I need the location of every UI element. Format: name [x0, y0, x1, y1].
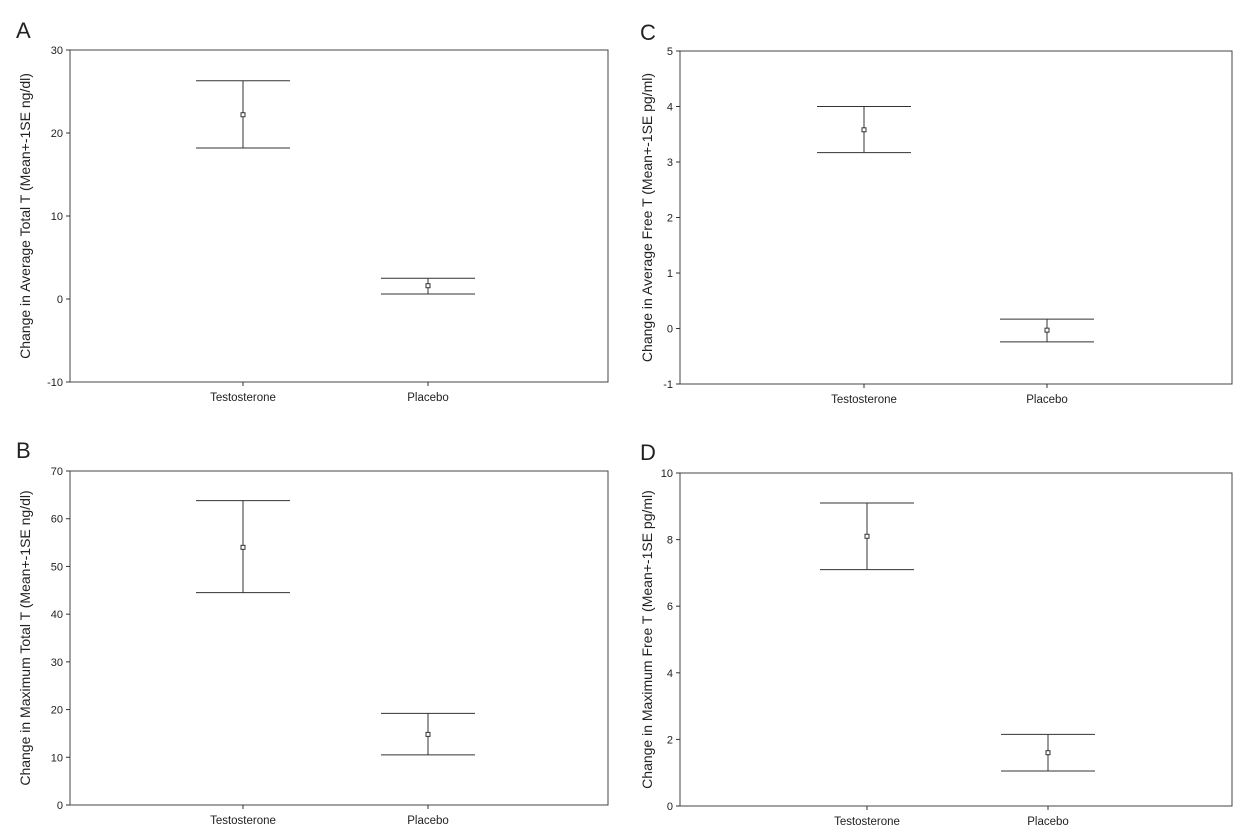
y-tick-label: 60: [51, 514, 63, 526]
errorbar-testosterone: [196, 80, 290, 149]
y-tick-label: 10: [51, 752, 63, 764]
x-category-label: Testosterone: [831, 394, 897, 406]
y-tick-label: 0: [667, 801, 673, 813]
x-category-label: Placebo: [407, 392, 449, 404]
plot-frame: [679, 472, 1233, 807]
mean-point: [1045, 750, 1051, 756]
y-tick-label: 0: [57, 294, 63, 306]
panel-a: A -10 0 10 20 30 Change in Average Total T (Me…: [16, 18, 609, 404]
panel-b: B 0 10 20 30 40 50 60 70 Change in Maximum Total …: [16, 438, 609, 827]
y-tick-label: -10: [47, 377, 63, 389]
mean-point: [240, 112, 246, 118]
y-tick-label: -1: [663, 379, 673, 391]
plot-frame: [69, 49, 609, 383]
x-category-label: Testosterone: [210, 815, 276, 827]
mean-point: [1044, 327, 1050, 333]
y-axis-title: Change in Maximum Free T (Mean+-1SE pg/m…: [639, 490, 655, 789]
panel-letter: A: [16, 18, 31, 43]
y-tick-label: 8: [667, 535, 673, 547]
y-tick-label: 40: [51, 609, 63, 621]
y-axis-title: Change in Average Free T (Mean+-1SE pg/m…: [639, 73, 655, 362]
panel-d: D 0 2 4 6 8 10 Change in Maximum Free T (Mean+-…: [639, 440, 1233, 828]
y-tick-label: 2: [667, 734, 673, 746]
panel-letter: C: [640, 20, 656, 45]
plot-frame: [679, 50, 1233, 385]
errorbar-placebo: [1001, 733, 1095, 772]
y-tick-label: 3: [667, 157, 673, 169]
mean-point: [861, 127, 867, 133]
y-tick-label: 20: [51, 128, 63, 140]
x-category-label: Placebo: [1026, 394, 1068, 406]
y-axis-title: Change in Average Total T (Mean+-1SE ng/…: [17, 73, 33, 359]
y-tick-label: 6: [667, 601, 673, 613]
panel-letter: B: [16, 438, 31, 463]
x-category-label: Testosterone: [210, 392, 276, 404]
y-tick-label: 50: [51, 561, 63, 573]
y-tick-label: 0: [667, 324, 673, 336]
errorbar-placebo: [381, 277, 475, 295]
y-tick-label: 1: [667, 268, 673, 280]
x-category-label: Placebo: [1027, 816, 1069, 828]
errorbar-placebo: [381, 712, 475, 756]
y-tick-label: 70: [51, 466, 63, 478]
y-tick-label: 2: [667, 213, 673, 225]
y-tick-label: 4: [667, 668, 673, 680]
errorbar-testosterone: [817, 106, 911, 154]
panel-letter: D: [640, 440, 656, 465]
y-tick-label: 10: [661, 468, 673, 480]
mean-point: [425, 283, 431, 289]
plot-frame: [69, 470, 609, 806]
mean-point: [425, 731, 431, 737]
y-axis-title: Change in Maximum Total T (Mean+-1SE ng/…: [17, 490, 33, 785]
y-tick-label: 5: [667, 46, 673, 58]
x-category-label: Testosterone: [834, 816, 900, 828]
y-tick-label: 0: [57, 800, 63, 812]
mean-point: [864, 533, 870, 539]
y-tick-label: 4: [667, 102, 673, 114]
mean-point: [240, 544, 246, 550]
y-tick-label: 20: [51, 705, 63, 717]
errorbar-placebo: [1000, 318, 1094, 343]
y-tick-label: 30: [51, 657, 63, 669]
y-tick-label: 10: [51, 211, 63, 223]
errorbar-testosterone: [196, 500, 290, 594]
y-tick-label: 30: [51, 45, 63, 57]
panel-c: C -1 0 1 2 3 4 5 Change in Average Free T (Mean+…: [639, 20, 1233, 406]
x-category-label: Placebo: [407, 815, 449, 827]
errorbar-testosterone: [820, 502, 914, 571]
